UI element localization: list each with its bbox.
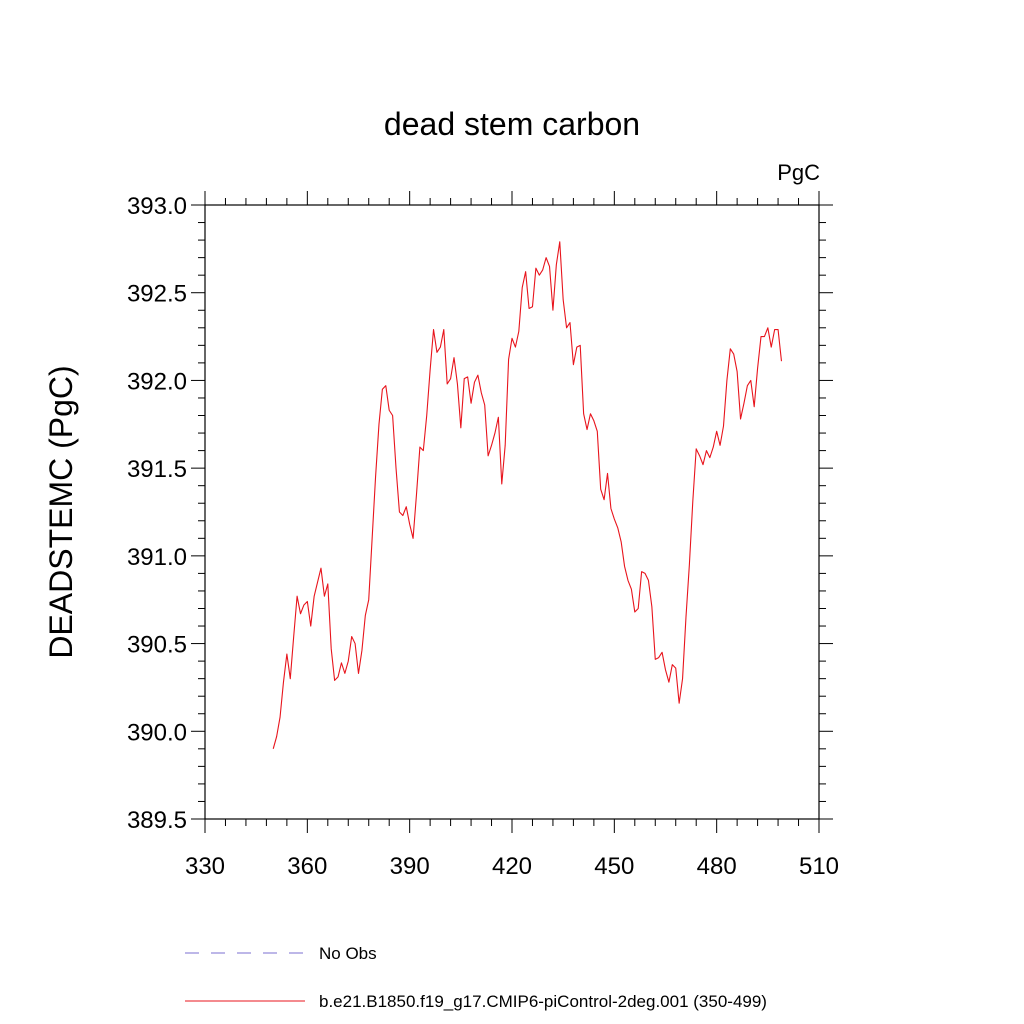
y-tick-label: 392.0 (127, 368, 187, 395)
y-tick-label: 390.0 (127, 719, 187, 746)
x-tick-label: 390 (390, 853, 430, 880)
legend: No Obs b.e21.B1850.f19_g17.CMIP6-piContr… (185, 944, 767, 1011)
y-tick-label: 391.5 (127, 456, 187, 483)
x-tick-label: 510 (799, 853, 839, 880)
x-tick-label: 450 (594, 853, 634, 880)
units-label: PgC (777, 160, 820, 185)
tick-labels: 330 360 390 420 450 480 510 389.5 390.0 390.5 391.… (127, 193, 839, 880)
x-tick-label: 330 (185, 853, 225, 880)
y-tick-label: 391.0 (127, 544, 187, 571)
y-axis-label: DEADSTEMC (PgC) (43, 365, 79, 658)
x-tick-label: 360 (287, 853, 327, 880)
series-layer (272, 241, 783, 749)
y-tick-label: 389.5 (127, 807, 187, 834)
y-tick-label: 390.5 (127, 632, 187, 659)
legend-label-model: b.e21.B1850.f19_g17.CMIP6-piControl-2deg… (319, 992, 767, 1011)
plot-frame (204, 204, 820, 820)
x-tick-label: 420 (492, 853, 532, 880)
y-tick-label: 392.5 (127, 281, 187, 308)
axis-ticks (191, 191, 833, 833)
x-tick-label: 480 (697, 853, 737, 880)
y-tick-label: 393.0 (127, 193, 187, 220)
chart-title: dead stem carbon (384, 106, 640, 142)
series-line-0 (272, 241, 783, 749)
legend-label-no-obs: No Obs (319, 944, 377, 963)
